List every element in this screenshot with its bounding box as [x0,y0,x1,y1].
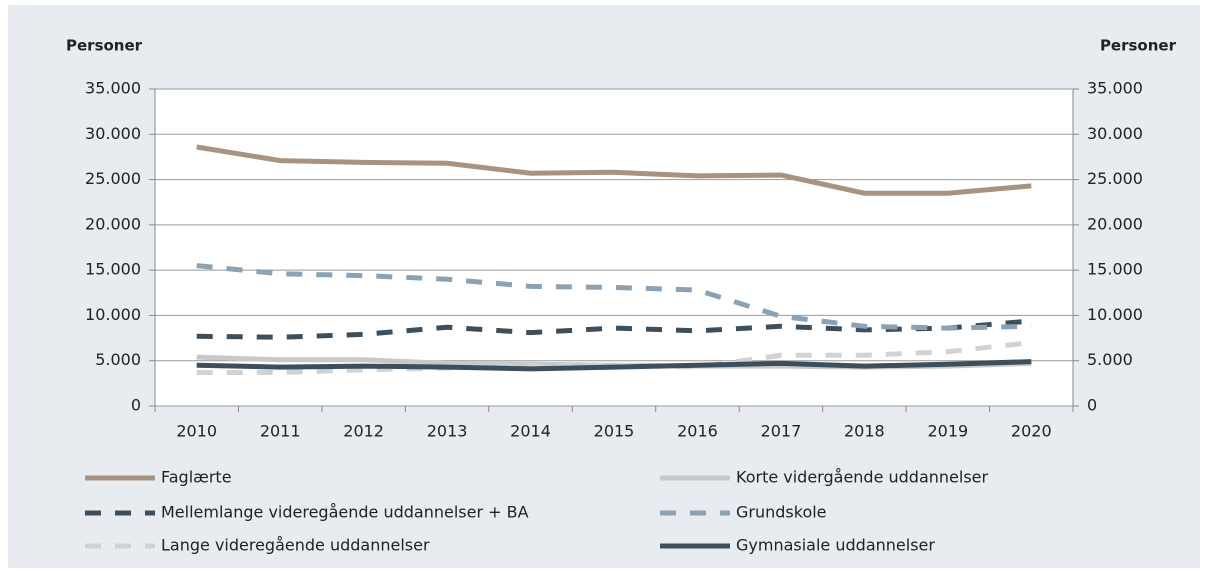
legend-label: Faglærte [161,468,232,487]
series-line [196,359,1032,372]
legend-label: Gymnasiale uddannelser [736,536,935,555]
legend-label: Mellemlange videregående uddannelser + B… [161,503,529,522]
y-tick-label: 5.000 [95,350,141,369]
series-line [196,263,1032,331]
y2-tick-label: 20.000 [1087,214,1143,233]
y2-tick-label: 10.000 [1087,305,1143,324]
x-tick-label: 2010 [176,422,217,441]
y2-tick-label: 0 [1087,396,1097,415]
y2-tick-label: 15.000 [1087,260,1143,279]
y-tick-label: 10.000 [85,305,141,324]
x-tick-label: 2020 [1011,422,1052,441]
y2-tick-label: 25.000 [1087,169,1143,188]
x-tick-label: 2016 [677,422,718,441]
x-tick-label: 2013 [427,422,468,441]
y2-tick-label: 5.000 [1087,350,1133,369]
y-tick-label: 35.000 [85,79,141,98]
x-tick-label: 2019 [927,422,968,441]
y-tick-label: 15.000 [85,260,141,279]
y-axis-label: Personer [66,37,143,55]
series-line [196,144,1032,196]
x-tick-label: 2012 [343,422,384,441]
y-tick-label: 0 [131,396,141,415]
legend-label: Lange videregående uddannelser [161,536,430,555]
y2-tick-label: 35.000 [1087,79,1143,98]
x-tick-label: 2018 [844,422,885,441]
x-tick-label: 2017 [761,422,802,441]
series-line [196,340,1032,375]
x-tick-label: 2014 [510,422,551,441]
y-tick-label: 30.000 [85,124,141,143]
legend-label: Grundskole [736,503,827,522]
legend-label: Korte vidergående uddannelser [736,468,989,487]
y-tick-label: 20.000 [85,214,141,233]
y2-tick-label: 30.000 [1087,124,1143,143]
x-tick-label: 2015 [594,422,635,441]
x-tick-label: 2011 [260,422,301,441]
y2-axis-label: Personer [1100,37,1177,55]
y-tick-label: 25.000 [85,169,141,188]
